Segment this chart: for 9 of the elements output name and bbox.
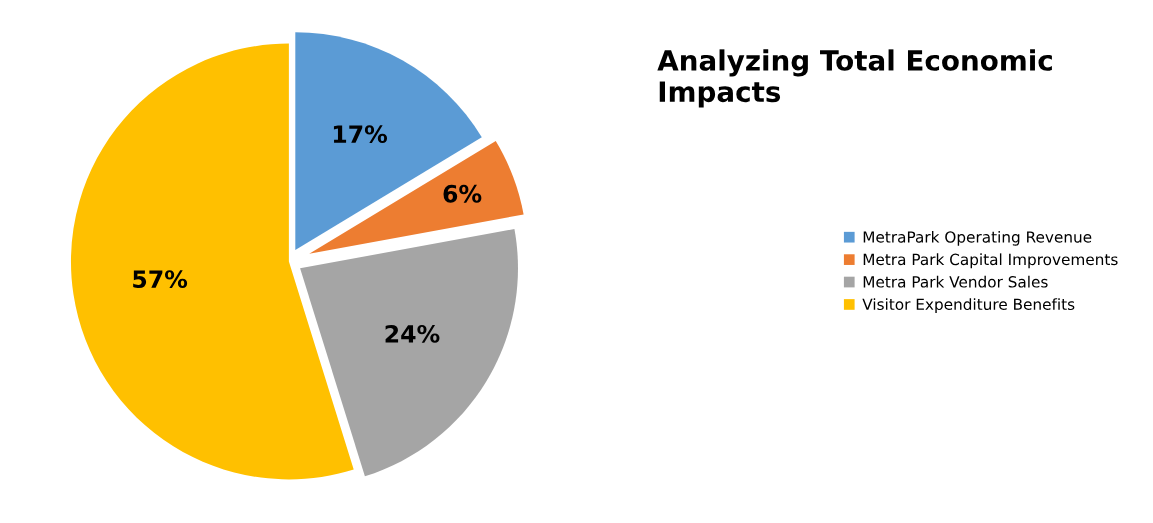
- legend-label: Metra Park Capital Improvements: [863, 253, 1118, 269]
- data-label: 6%: [443, 184, 482, 203]
- data-label: 57%: [133, 270, 188, 289]
- legend-label: Visitor Expenditure Benefits: [862, 298, 1075, 313]
- data-label: 24%: [385, 324, 440, 343]
- text: Analyzing Total Economic Impacts: [657, 49, 1052, 108]
- legend-label: Metra Park Vendor Sales: [863, 275, 1048, 288]
- data-label: 17%: [333, 125, 388, 144]
- legend-label: MetraPark Operating Revenue: [863, 230, 1092, 246]
